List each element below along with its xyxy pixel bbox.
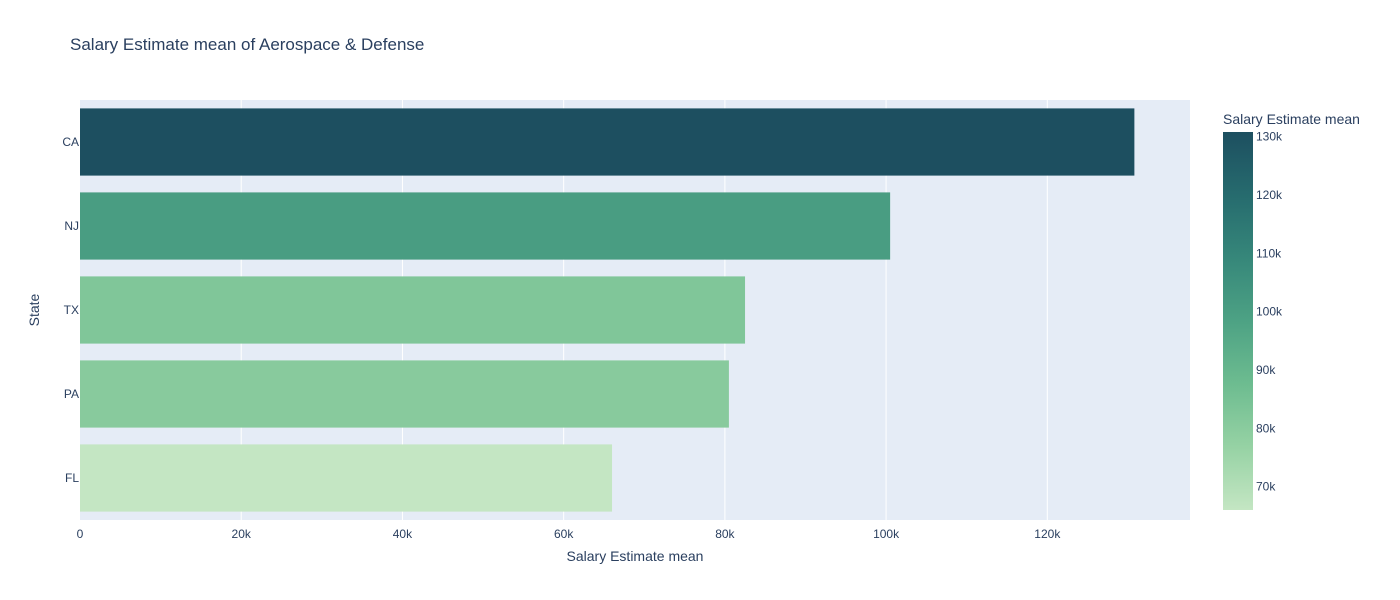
colorbar bbox=[1223, 132, 1253, 510]
x-axis-title: Salary Estimate mean bbox=[567, 548, 704, 564]
bar-pa[interactable] bbox=[80, 360, 729, 428]
bars bbox=[80, 108, 1135, 512]
x-tick-label: 0 bbox=[77, 527, 84, 541]
x-tick-label: 20k bbox=[232, 527, 252, 541]
colorbar-tick-label: 90k bbox=[1256, 363, 1276, 377]
bar-nj[interactable] bbox=[80, 192, 891, 260]
x-axis-ticks: 0 20k 40k 60k 80k 100k 120k bbox=[77, 527, 1062, 541]
x-tick-label: 120k bbox=[1034, 527, 1061, 541]
x-tick-label: 100k bbox=[873, 527, 900, 541]
colorbar-tick-label: 120k bbox=[1256, 188, 1283, 202]
y-tick-label: CA bbox=[62, 135, 79, 149]
colorbar-tick-label: 80k bbox=[1256, 421, 1276, 435]
colorbar-tick-label: 130k bbox=[1256, 130, 1283, 144]
colorbar-ticks: 70k 80k 90k 100k 110k 120k 130k bbox=[1256, 130, 1283, 494]
y-tick-label: FL bbox=[65, 471, 79, 485]
colorbar-tick-label: 100k bbox=[1256, 305, 1283, 319]
bar-ca[interactable] bbox=[80, 108, 1135, 176]
chart-title: Salary Estimate mean of Aerospace & Defe… bbox=[70, 35, 424, 54]
x-tick-label: 80k bbox=[715, 527, 735, 541]
colorbar-title: Salary Estimate mean bbox=[1223, 111, 1360, 127]
y-tick-label: TX bbox=[64, 303, 79, 317]
bar-tx[interactable] bbox=[80, 276, 746, 344]
y-tick-label: NJ bbox=[64, 219, 79, 233]
y-axis-title: State bbox=[26, 293, 42, 326]
x-tick-label: 40k bbox=[393, 527, 413, 541]
colorbar-tick-label: 110k bbox=[1256, 246, 1282, 260]
bar-fl[interactable] bbox=[80, 444, 613, 512]
x-tick-label: 60k bbox=[554, 527, 574, 541]
y-axis-ticks: CA NJ TX PA FL bbox=[62, 135, 79, 485]
y-tick-label: PA bbox=[64, 387, 79, 401]
colorbar-tick-label: 70k bbox=[1256, 480, 1276, 494]
